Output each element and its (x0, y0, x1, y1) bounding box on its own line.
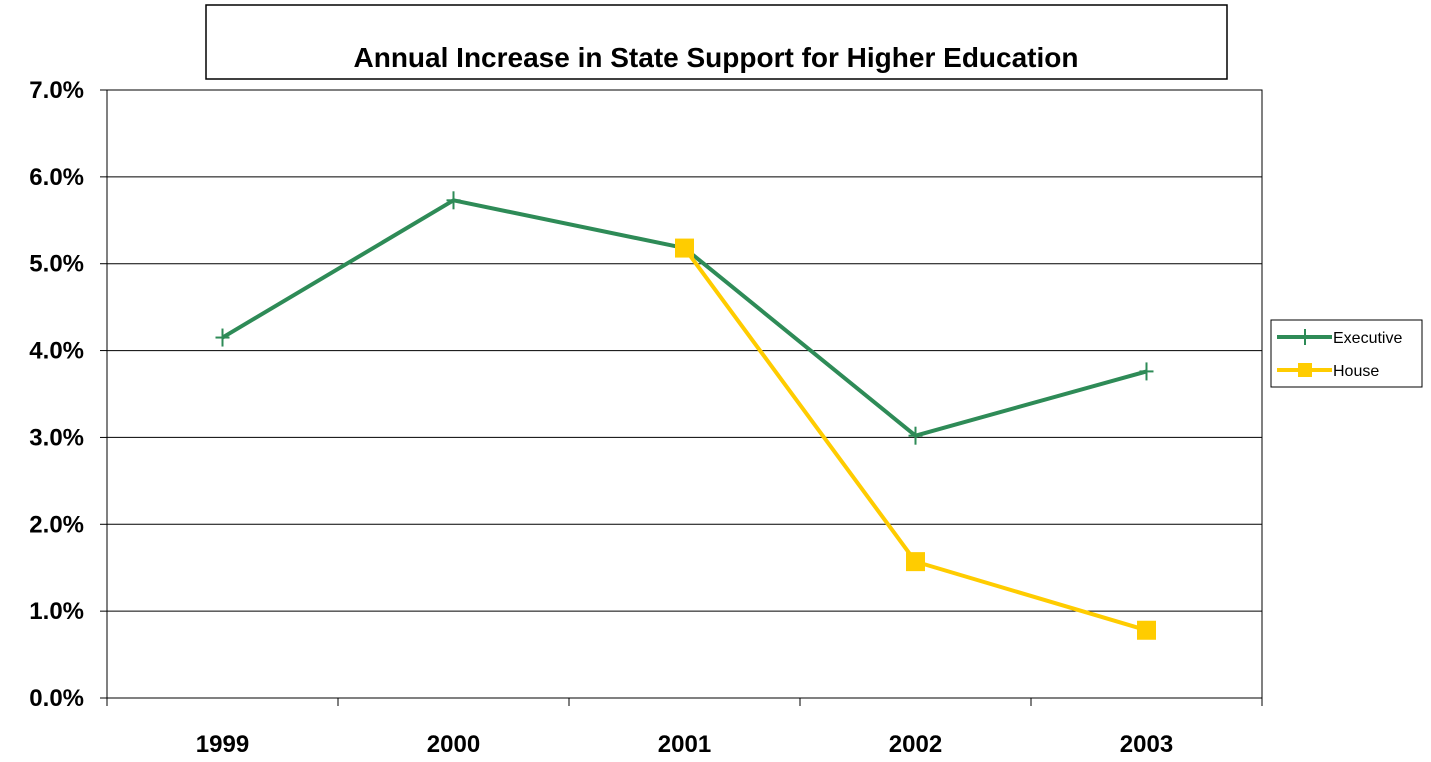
executive-data-point (446, 191, 461, 210)
y-tick-label: 2.0% (29, 511, 84, 538)
executive-data-point (215, 328, 230, 347)
legend-label-house: House (1333, 363, 1379, 380)
y-tick-label: 4.0% (29, 338, 84, 365)
legend-label-executive: Executive (1333, 330, 1402, 347)
y-tick-label: 7.0% (29, 77, 84, 104)
grid-lines (107, 176, 1262, 612)
axes (100, 89, 1263, 706)
y-axis-ticks: 0.0% 1.0% 2.0% 3.0% 4.0% 5.0% 6.0% 7.0% (29, 77, 84, 712)
chart-title: Annual Increase in State Support for Hig… (354, 42, 1079, 73)
house-data-point (1137, 620, 1156, 640)
legend-marker-house (1298, 363, 1312, 377)
y-tick-label: 6.0% (29, 164, 84, 191)
plot-area (106, 89, 1263, 699)
y-tick-label: 3.0% (29, 424, 84, 451)
x-tick-label: 2000 (427, 731, 480, 758)
y-tick-label: 0.0% (29, 685, 84, 712)
x-tick-label: 1999 (196, 731, 249, 758)
house-data-point (675, 238, 694, 258)
x-tick-label: 2003 (1120, 731, 1173, 758)
executive-data-point (908, 426, 923, 445)
legend: Executive House (1270, 319, 1423, 388)
x-axis-ticks: 1999 2000 2001 2002 2003 (196, 731, 1173, 758)
y-tick-label: 5.0% (29, 251, 84, 278)
x-tick-label: 2001 (658, 731, 711, 758)
x-tick-label: 2002 (889, 731, 942, 758)
house-data-point (906, 552, 925, 572)
chart-title-box (205, 4, 1228, 80)
y-tick-label: 1.0% (29, 598, 84, 625)
executive-data-point (1139, 362, 1154, 381)
series (215, 191, 1156, 640)
legend-box (1270, 319, 1423, 388)
